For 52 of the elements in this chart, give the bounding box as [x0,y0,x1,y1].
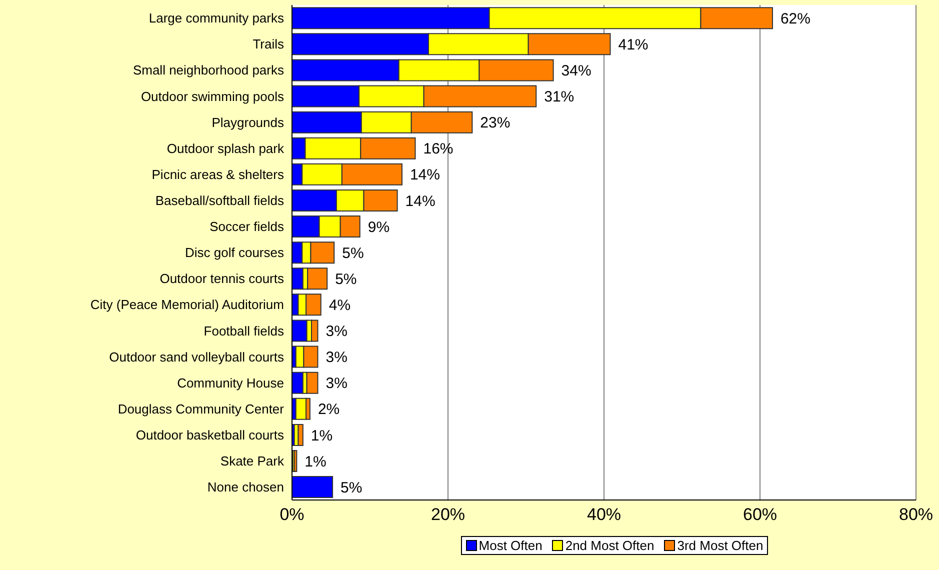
y-tick-label: Playgrounds [212,114,284,130]
y-tick-label: Trails [252,36,284,52]
y-tick-label: Soccer fields [210,219,284,234]
bar [295,398,307,420]
total-label: 23% [480,114,510,132]
total-label: 9% [368,218,390,236]
x-tick-label: 20% [430,505,466,524]
total-label: 1% [310,427,333,444]
total-label: 5% [342,244,364,262]
total-label: 2% [318,401,340,418]
legend-label: Most Often [478,538,542,553]
total-label: 1% [304,453,326,470]
total-label: 14% [410,166,440,184]
y-tick-label: Football fields [204,323,284,338]
total-label: 5% [340,479,362,496]
y-tick-label: Picnic areas & shelters [152,166,284,182]
y-tick-label: Outdoor tennis courts [160,271,284,286]
total-label: 62% [780,10,811,28]
total-label: 41% [618,36,648,54]
legend-label: 3rd Most Often [676,538,764,553]
total-label: 16% [423,140,454,158]
total-label: 3% [326,323,348,340]
bar [294,450,298,472]
y-tick-label: Outdoor sand volleyball courts [109,349,284,364]
y-tick-label: Outdoor basketball courts [136,427,284,442]
x-tick-label: 60% [742,505,778,524]
total-label: 3% [326,375,348,392]
y-tick-label: Small neighborhood parks [132,62,284,78]
bar [292,476,334,498]
bar [292,320,308,342]
y-tick-label: Douglass Community Center [118,401,285,416]
total-label: 5% [335,270,357,288]
y-tick-label: Outdoor swimming pools [140,88,284,104]
y-tick-label: Baseball/softball fields [155,193,284,208]
y-tick-label: Community House [177,375,284,390]
total-label: 4% [328,297,351,314]
bar [306,372,318,394]
total-label: 3% [326,349,348,366]
bar [298,424,304,446]
y-tick-label: City (Peace Memorial) Auditorium [90,297,284,312]
total-label: 34% [561,62,592,80]
total-label: 14% [405,192,436,210]
x-tick-label: 40% [586,505,622,524]
y-tick-label: Outdoor splash park [166,140,284,156]
y-tick-label: Skate Park [220,454,284,469]
x-tick-label: 80% [898,505,934,524]
y-tick-label: None chosen [207,480,284,495]
y-tick-label: Disc golf courses [185,245,284,260]
total-label: 31% [544,88,574,106]
y-tick-label: Large community parks [148,10,284,26]
legend-label: 2nd Most Often [564,538,654,553]
x-tick-label: 0% [280,505,304,524]
